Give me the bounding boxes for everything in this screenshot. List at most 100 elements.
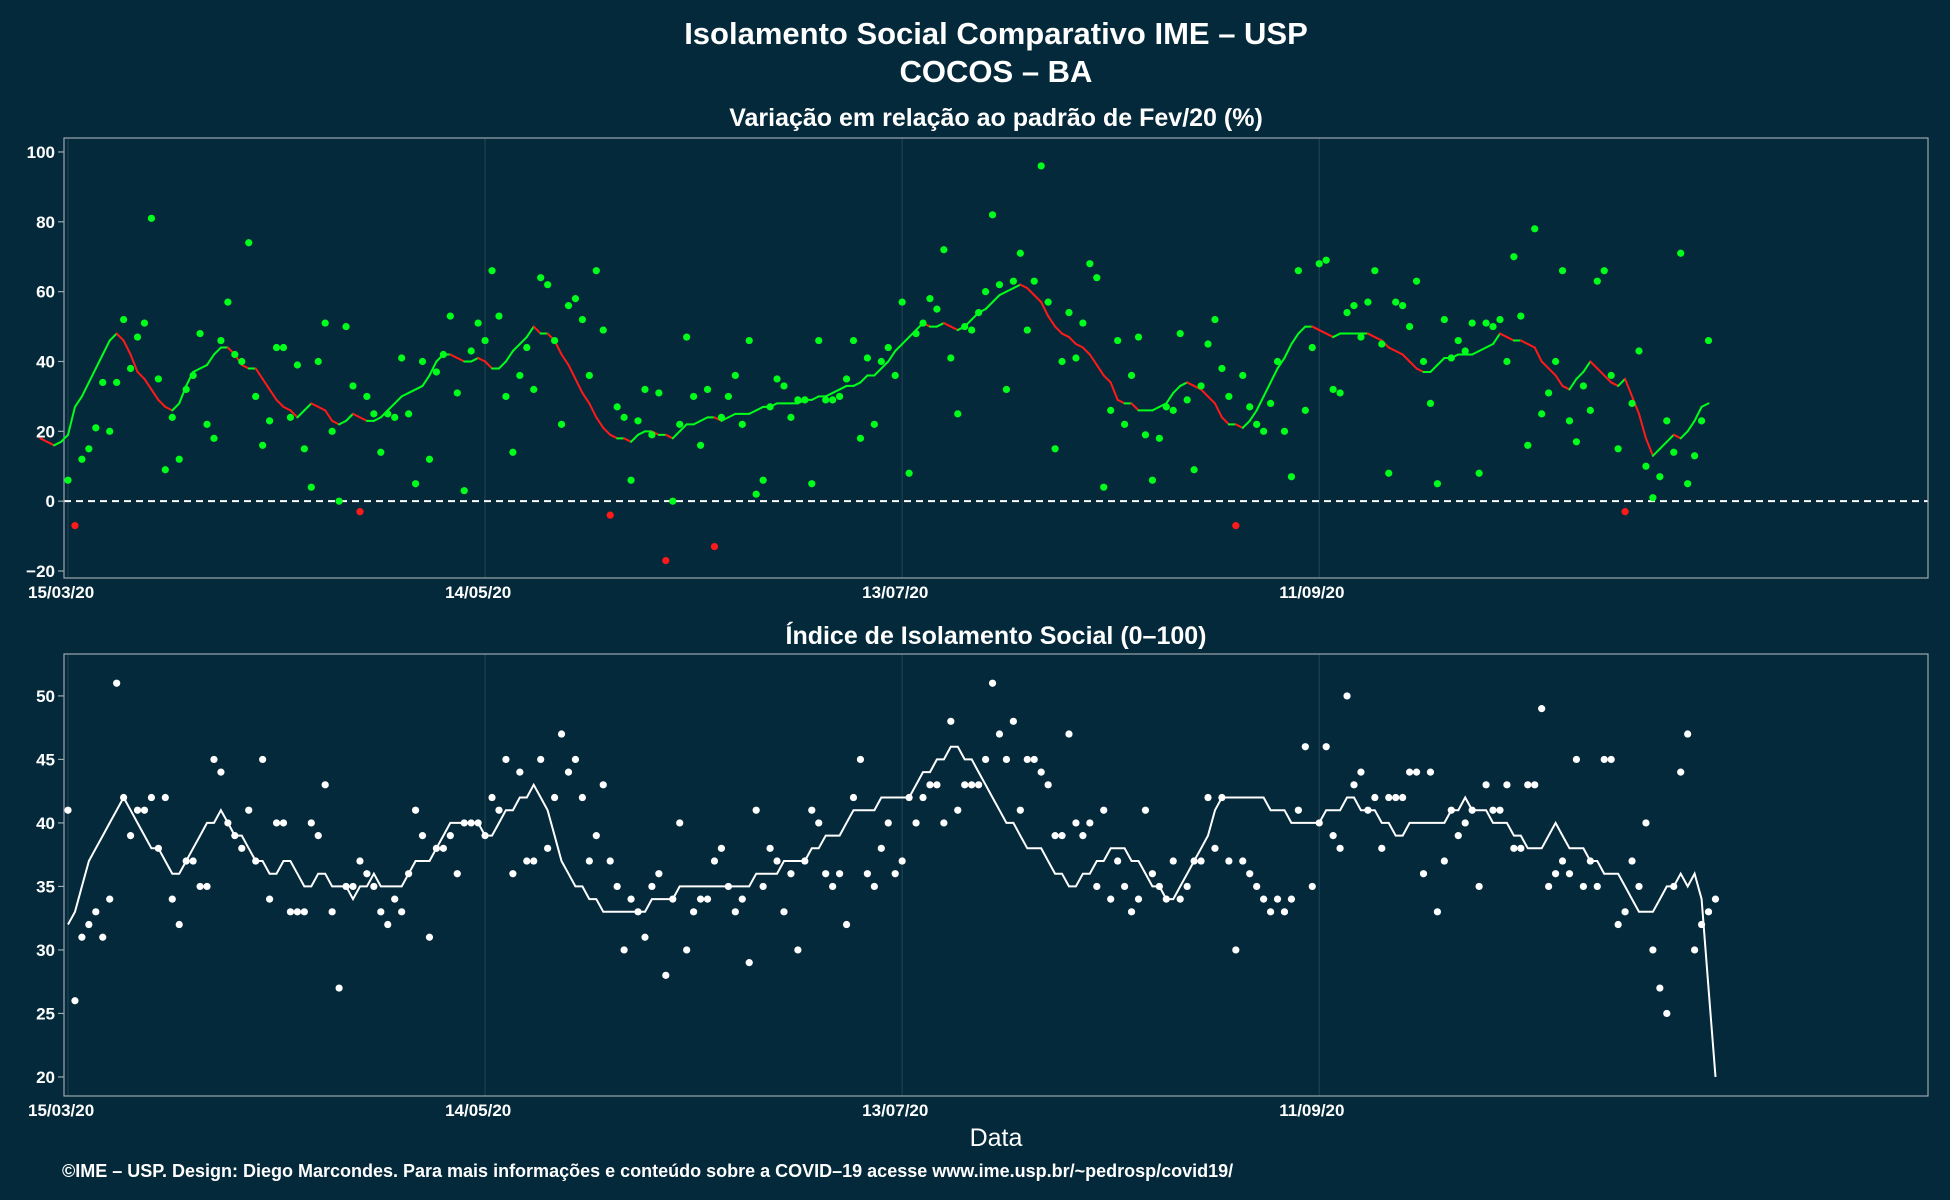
y-tick-label: 30	[36, 941, 55, 960]
data-point	[509, 870, 517, 878]
moving-average-segment	[1054, 325, 1064, 335]
data-point	[106, 895, 114, 903]
data-point	[975, 781, 983, 789]
moving-average-segment	[1019, 283, 1029, 290]
data-point	[349, 382, 357, 390]
data-point	[1475, 882, 1483, 891]
moving-average-segment	[393, 395, 403, 405]
moving-average-segment	[1644, 437, 1654, 457]
moving-average-segment	[67, 405, 76, 436]
moving-average-segment	[748, 409, 758, 415]
data-point	[1134, 895, 1143, 903]
moving-average-segment	[129, 353, 139, 373]
data-point	[537, 274, 545, 282]
data-point	[1329, 832, 1337, 840]
data-point	[550, 336, 559, 345]
data-point	[265, 895, 274, 903]
data-point	[425, 933, 434, 941]
data-point	[106, 427, 114, 435]
moving-average-segment	[1026, 287, 1036, 297]
moving-average-segment	[831, 388, 841, 394]
data-point	[502, 392, 510, 401]
data-point	[947, 354, 955, 362]
data-point	[1023, 755, 1031, 764]
data-point	[120, 793, 128, 802]
data-point	[516, 768, 524, 776]
data-point	[64, 476, 72, 484]
data-point	[620, 413, 628, 421]
data-point	[1253, 420, 1261, 428]
moving-average-segment	[1012, 283, 1022, 290]
data-point	[432, 844, 441, 852]
moving-average-segment	[1311, 325, 1321, 332]
data-point	[1531, 781, 1539, 789]
data-point	[1183, 396, 1191, 404]
moving-average-segment	[73, 395, 83, 408]
data-point	[968, 326, 976, 334]
data-point	[1392, 793, 1400, 802]
data-point	[919, 793, 927, 802]
moving-average-segment	[282, 405, 292, 412]
data-point	[1649, 494, 1657, 502]
data-point	[64, 806, 72, 814]
moving-average-segment	[810, 395, 820, 401]
data-point	[1148, 476, 1157, 484]
data-point	[1433, 908, 1442, 916]
data-point	[1670, 882, 1678, 891]
x-tick-label: 13/07/20	[862, 583, 928, 602]
data-point	[377, 448, 385, 456]
data-point	[1600, 755, 1608, 764]
moving-average-segment	[637, 430, 646, 436]
data-point	[120, 315, 128, 324]
data-point	[495, 312, 503, 320]
data-point	[919, 319, 927, 327]
moving-average-segment	[1151, 405, 1161, 412]
data-point	[1579, 882, 1587, 891]
data-point	[196, 882, 204, 891]
data-point	[1155, 434, 1163, 442]
data-point	[1162, 403, 1170, 411]
data-point	[1051, 832, 1059, 840]
data-point	[1294, 267, 1302, 275]
moving-average-segment	[1603, 374, 1613, 384]
data-point	[1426, 768, 1435, 776]
data-point	[877, 357, 885, 366]
data-point	[140, 319, 149, 327]
data-point	[1663, 417, 1671, 425]
data-point	[1482, 781, 1490, 789]
data-point	[1120, 882, 1129, 891]
moving-average-segment	[46, 440, 56, 447]
moving-average-segment	[421, 374, 431, 387]
moving-average-segment	[1033, 294, 1043, 304]
data-point	[1503, 357, 1511, 366]
data-point	[703, 385, 712, 394]
data-point	[564, 302, 573, 310]
data-point	[1225, 857, 1233, 865]
data-point	[210, 434, 218, 442]
data-point	[717, 413, 726, 421]
data-point	[1322, 743, 1330, 751]
moving-average-segment	[310, 402, 320, 408]
moving-average-segment	[567, 363, 577, 380]
data-point	[849, 793, 858, 802]
data-point	[1016, 249, 1024, 257]
data-point	[126, 364, 135, 373]
y-tick-label: 100	[27, 143, 55, 162]
moving-average-segment	[511, 343, 521, 353]
data-point	[1044, 298, 1052, 306]
data-point	[1232, 522, 1240, 530]
moving-average-segment	[206, 353, 215, 366]
data-point	[606, 857, 614, 865]
data-point	[863, 354, 872, 362]
data-point	[147, 214, 156, 222]
data-point	[175, 455, 183, 463]
data-point	[1371, 793, 1379, 802]
data-point	[133, 333, 142, 341]
data-point	[968, 781, 976, 789]
data-point	[523, 857, 531, 865]
moving-average-segment	[1318, 329, 1328, 335]
data-point	[405, 410, 413, 418]
data-point	[1218, 364, 1226, 373]
data-point	[411, 480, 420, 488]
moving-average-segment	[671, 430, 681, 440]
